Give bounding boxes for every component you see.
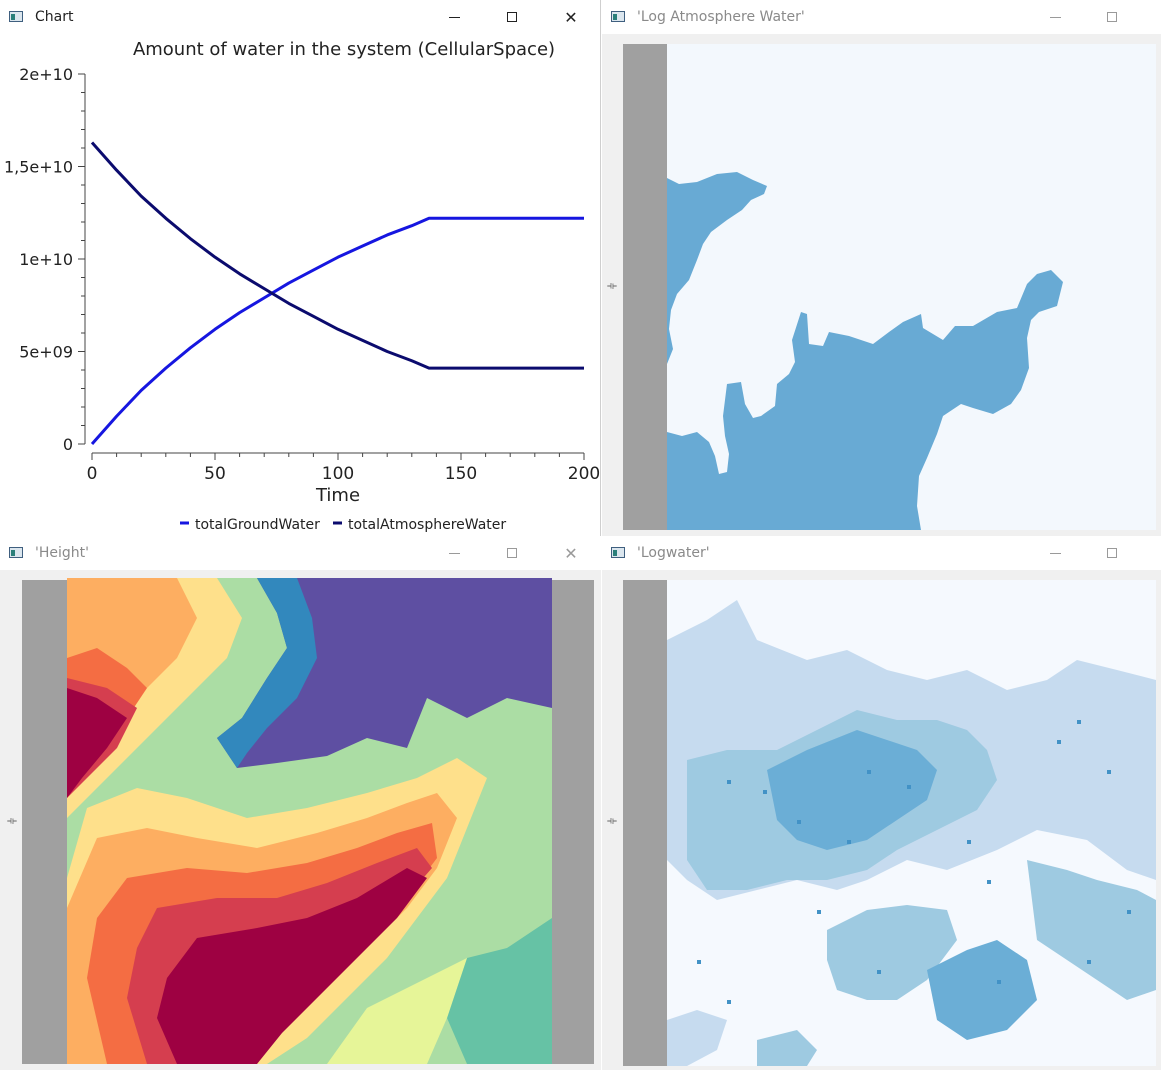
x-axis-label: Time: [315, 485, 360, 506]
window-title: Chart: [35, 9, 74, 25]
close-icon: ✕: [564, 543, 578, 563]
water-channel-cell: [1087, 960, 1091, 964]
water-channel-cell: [763, 790, 767, 794]
water-channel-cell: [997, 980, 1001, 984]
water-channel-cell: [847, 840, 851, 844]
elevation-band: [327, 958, 467, 1064]
water-channel-cell: [867, 770, 871, 774]
minimize-button[interactable]: [431, 536, 477, 570]
minimize-icon: [448, 552, 460, 554]
log-atmosphere-window: 'Log Atmosphere Water' ⟛: [602, 0, 1161, 536]
maximize-button[interactable]: [1089, 536, 1135, 570]
height-titlebar[interactable]: 'Height' ✕: [0, 536, 601, 570]
height-map: [67, 578, 552, 1064]
chart-title: Amount of water in the system (CellularS…: [133, 39, 555, 60]
water-region: [767, 730, 937, 850]
elevation-band: [447, 918, 552, 1064]
line-chart: Amount of water in the system (CellularS…: [4, 39, 600, 533]
y-tick-label: 0: [63, 435, 73, 454]
x-tick-label: 0: [87, 464, 98, 484]
water-channel-cell: [727, 1000, 731, 1004]
series-line-totalAtmosphereWater: [90, 141, 584, 370]
height-window: 'Height' ✕ ⟛: [0, 536, 601, 1070]
water-channel-cell: [967, 840, 971, 844]
elevation-band: [67, 688, 127, 798]
logwater-window: 'Logwater' ⟛: [602, 536, 1161, 1070]
legend-label: totalAtmosphereWater: [348, 517, 506, 533]
water-region: [827, 905, 957, 1000]
maximize-button[interactable]: [489, 536, 535, 570]
series-line-totalGroundWater: [90, 216, 584, 445]
minimize-icon: [1049, 16, 1061, 18]
water-channel-cell: [1057, 740, 1061, 744]
water-region-main: [667, 270, 1063, 530]
map-left-margin: [623, 44, 667, 530]
water-channel-cell: [877, 970, 881, 974]
water-channel-cell: [1077, 720, 1081, 724]
water-region: [1027, 860, 1156, 1000]
water-channel-cell: [697, 960, 701, 964]
water-channel-cell: [727, 780, 731, 784]
maximize-button[interactable]: [1089, 0, 1135, 34]
minimize-icon: [448, 16, 460, 18]
y-tick-label: 1,5e+10: [4, 158, 73, 177]
log-atmosphere-map: [667, 44, 1156, 530]
chart-window: Chart ✕ Amount of water in the system (C…: [0, 0, 601, 536]
map-right-margin: [552, 580, 594, 1064]
minimize-icon: [1049, 552, 1061, 554]
y-tick-label: 5e+09: [19, 343, 73, 362]
map-left-margin: [22, 580, 67, 1064]
water-channel-cell: [817, 910, 821, 914]
y-tick-label: 2e+10: [19, 65, 73, 84]
close-icon: ✕: [564, 7, 578, 27]
x-tick-label: 200: [568, 464, 600, 484]
logwater-titlebar[interactable]: 'Logwater': [602, 536, 1161, 570]
water-region-northwest: [667, 172, 767, 364]
maximize-button[interactable]: [489, 0, 535, 34]
water-region: [927, 940, 1037, 1040]
log-atmosphere-titlebar[interactable]: 'Log Atmosphere Water': [602, 0, 1161, 34]
x-tick-label: 50: [204, 464, 226, 484]
resize-handle-icon[interactable]: ⟛: [607, 279, 617, 292]
water-region: [757, 1030, 817, 1066]
minimize-button[interactable]: [431, 0, 477, 34]
elevation-band: [157, 868, 427, 1064]
maximize-icon: [507, 12, 517, 22]
minimize-button[interactable]: [1032, 536, 1078, 570]
close-button[interactable]: ✕: [548, 536, 594, 570]
app-icon: [611, 547, 625, 558]
app-icon: [9, 11, 23, 22]
window-title: 'Logwater': [637, 545, 710, 561]
legend-label: totalGroundWater: [195, 517, 320, 533]
x-tick-label: 100: [322, 464, 354, 484]
resize-handle-icon[interactable]: ⟛: [607, 814, 617, 827]
water-channel-cell: [797, 820, 801, 824]
water-channel-cell: [987, 880, 991, 884]
water-channel-cell: [1107, 770, 1111, 774]
app-icon: [9, 547, 23, 558]
minimize-button[interactable]: [1032, 0, 1078, 34]
app-icon: [611, 11, 625, 22]
water-channel-cell: [1127, 910, 1131, 914]
logwater-map: [667, 580, 1156, 1066]
maximize-icon: [1107, 12, 1117, 22]
y-tick-label: 1e+10: [19, 250, 73, 269]
chart-titlebar[interactable]: Chart ✕: [0, 0, 600, 34]
window-title: 'Height': [35, 545, 89, 561]
close-button[interactable]: ✕: [548, 0, 594, 34]
window-title: 'Log Atmosphere Water': [637, 9, 805, 25]
elevation-band: [217, 578, 317, 768]
maximize-icon: [1107, 548, 1117, 558]
water-region: [667, 1010, 727, 1066]
x-tick-label: 150: [445, 464, 477, 484]
resize-handle-icon[interactable]: ⟛: [7, 814, 17, 827]
water-channel-cell: [907, 785, 911, 789]
map-left-margin: [623, 580, 667, 1066]
maximize-icon: [507, 548, 517, 558]
